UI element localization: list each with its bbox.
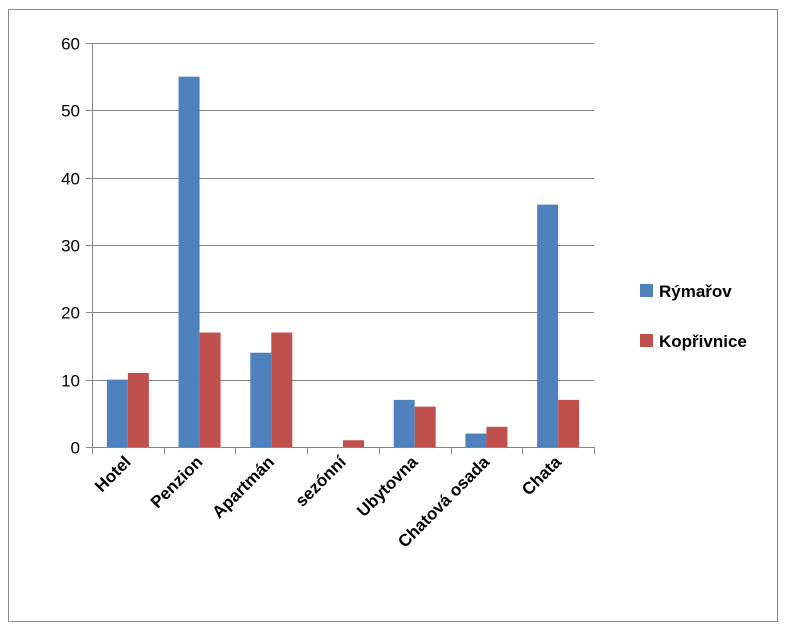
bar-Rýmařov-Penzion bbox=[178, 76, 200, 448]
bar-Kopřivnice-Chatová osada bbox=[486, 426, 508, 447]
y-tick-label: 50 bbox=[61, 102, 80, 121]
y-tick-label: 40 bbox=[61, 170, 80, 189]
y-tick-labels: 0 10 20 30 40 50 60 bbox=[61, 35, 80, 458]
bar-Rýmařov-Hotel bbox=[106, 379, 128, 447]
bar-Rýmařov-Chata bbox=[537, 204, 559, 447]
bar-Rýmařov-Chatová osada bbox=[465, 433, 487, 447]
legend-swatch bbox=[640, 284, 653, 297]
bar-Kopřivnice-Ubytovna bbox=[414, 406, 436, 447]
legend-swatch bbox=[640, 334, 653, 347]
legend-label: Rýmařov bbox=[659, 282, 732, 301]
legend: Rýmařov Kopřivnice bbox=[640, 282, 747, 351]
gridlines bbox=[92, 43, 594, 381]
bar-Kopřivnice-Apartmán bbox=[271, 332, 293, 447]
y-tick-label: 20 bbox=[61, 304, 80, 323]
legend-label: Kopřivnice bbox=[659, 332, 747, 351]
axes bbox=[86, 43, 595, 454]
bar-Kopřivnice-sezónní bbox=[343, 440, 364, 447]
bar-Rýmařov-Apartmán bbox=[250, 352, 272, 447]
bars bbox=[106, 76, 580, 448]
y-tick-label: 30 bbox=[61, 237, 80, 256]
chart-border bbox=[8, 9, 778, 622]
bar-Rýmařov-Ubytovna bbox=[393, 399, 415, 447]
y-tick-label: 60 bbox=[61, 35, 80, 54]
bar-Kopřivnice-Chata bbox=[558, 399, 580, 447]
y-tick-label: 10 bbox=[61, 372, 80, 391]
bar-Kopřivnice-Penzion bbox=[199, 332, 221, 447]
bar-Kopřivnice-Hotel bbox=[127, 372, 149, 447]
y-tick-label: 0 bbox=[71, 439, 80, 458]
